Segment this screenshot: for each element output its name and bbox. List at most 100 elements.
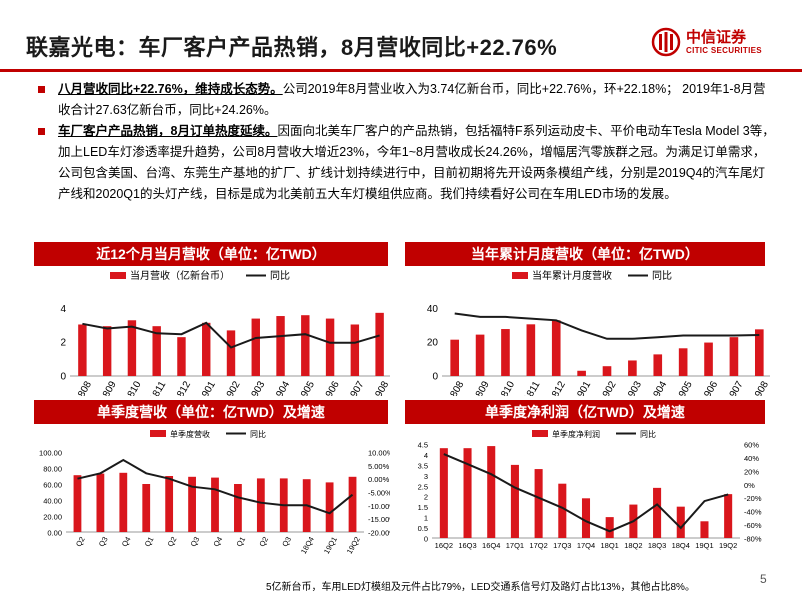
y-left-tick-label: 0 bbox=[424, 535, 428, 544]
chart-banner-quarterly-revenue: 单季度营收（单位：亿TWD）及增速 bbox=[34, 400, 388, 424]
bullet-text: 公司2019年8月营业收入为3.74亿新台币，同比+22.76%，环+22.18… bbox=[58, 82, 766, 117]
y-right-tick-label: 60% bbox=[744, 441, 759, 450]
y-right-tick-label: 5.00% bbox=[368, 462, 390, 471]
chart-bar bbox=[348, 476, 357, 532]
page-number: 5 bbox=[760, 572, 767, 586]
legend-label: 同比 bbox=[652, 270, 672, 282]
footnote: 5亿新台币，车用LED灯模组及元件占比79%，LED交通系信号灯及路灯占比13%… bbox=[266, 582, 695, 593]
y-right-tick-label: -20% bbox=[744, 494, 762, 503]
legend-label: 同比 bbox=[250, 429, 266, 439]
x-tick-label: 18Q2 bbox=[624, 541, 642, 550]
x-tick-label: Q3 bbox=[280, 535, 293, 548]
logo-text-en: CITIC SECURITIES bbox=[686, 46, 762, 55]
chart-bar bbox=[577, 370, 586, 376]
x-tick-label: 201905 bbox=[291, 379, 317, 396]
chart-bar bbox=[152, 326, 161, 376]
x-tick-label: Q2 bbox=[74, 535, 87, 548]
legend-label: 同比 bbox=[270, 270, 290, 282]
chart-svg: 当月营收（亿新台币）同比024-20%0%20%40%60%2018082018… bbox=[60, 269, 419, 414]
chart-banner-cumulative: 当年累计月度营收（单位：亿TWD） bbox=[405, 242, 765, 266]
bullet-highlight: 车厂客户产品热销，8月订单热度延续。 bbox=[58, 124, 278, 138]
x-tick-label: 18Q3 bbox=[648, 541, 666, 550]
chart-bar bbox=[602, 366, 612, 376]
y-left-tick-label: 1.5 bbox=[418, 503, 428, 512]
chart-bar bbox=[276, 316, 285, 376]
x-tick-label: 16Q2 bbox=[435, 541, 453, 550]
x-tick-label: Q1 bbox=[234, 535, 247, 548]
y-right-tick-label: -15.00% bbox=[368, 515, 390, 524]
chart-bar bbox=[754, 329, 764, 376]
logo-text-cn: 中信证券 bbox=[686, 29, 747, 46]
chart-bar bbox=[325, 482, 334, 532]
x-tick-label: 16Q4 bbox=[482, 541, 500, 550]
y-right-tick-label: 0.00% bbox=[368, 475, 390, 484]
chart-bar bbox=[127, 320, 137, 376]
x-tick-label: 18Q4 bbox=[299, 535, 316, 555]
chart-svg: 单季度净利润 同比 0 0.51 1.52 2.53 3.544.5 -80% -60% -40%… bbox=[418, 429, 762, 550]
chart-bar bbox=[211, 477, 219, 532]
y-left-tick-label: 2 bbox=[424, 493, 428, 502]
legend-label: 单季度营收 bbox=[170, 429, 210, 439]
bullet-square-icon bbox=[38, 86, 45, 93]
chart-bar bbox=[526, 324, 536, 376]
y-right-tick-label: 40% bbox=[744, 454, 759, 463]
y-left-tick-label: 40 bbox=[427, 304, 439, 315]
x-tick-label: 17Q1 bbox=[506, 541, 524, 550]
chart-bar bbox=[581, 498, 591, 538]
chart-bar bbox=[439, 448, 448, 538]
chart-bar bbox=[551, 320, 561, 376]
chart-bar bbox=[165, 476, 174, 532]
x-tick-label: 201906 bbox=[316, 379, 342, 396]
chart-monthly-revenue: 当月营收（亿新台币）同比024-20%0%20%40%60%2018082018… bbox=[30, 268, 419, 414]
x-tick-label: Q1 bbox=[143, 535, 156, 548]
y-right-tick-label: -80% bbox=[744, 535, 762, 544]
y-left-tick-label: 2.5 bbox=[418, 482, 428, 491]
x-tick-label: 201808 bbox=[440, 379, 466, 396]
citic-logo-icon bbox=[651, 27, 681, 57]
y-left-tick-label: 20.00 bbox=[43, 513, 62, 522]
legend-bar-swatch bbox=[110, 272, 126, 279]
x-tick-label: 201908 bbox=[365, 379, 390, 396]
y-left-tick-label: 4.5 bbox=[418, 441, 428, 450]
chart-bar bbox=[450, 339, 460, 376]
chart-bar bbox=[605, 517, 614, 538]
y-left-tick-label: 40.00 bbox=[43, 497, 62, 506]
x-tick-label: 201902 bbox=[216, 379, 242, 396]
chart-bar bbox=[350, 324, 360, 376]
bullet-square-icon bbox=[38, 128, 45, 135]
y-left-tick-label: 4 bbox=[60, 304, 66, 315]
chart-legend: 当月营收（亿新台币） 同比 bbox=[110, 269, 290, 282]
x-tick-label: Q4 bbox=[120, 535, 133, 548]
chart-bar bbox=[704, 342, 713, 376]
bullet-highlight: 八月营收同比+22.76%，维持成长态势。 bbox=[58, 82, 283, 96]
chart-bar bbox=[676, 506, 685, 538]
chart-banner-monthly: 近12个月当月营收（单位：亿TWD） bbox=[34, 242, 388, 266]
legend-label: 单季度净利润 bbox=[552, 429, 600, 439]
chart-series-line bbox=[454, 312, 760, 340]
y-right-tick-label: -10.00% bbox=[368, 502, 390, 511]
x-tick-label: 201906 bbox=[694, 379, 720, 396]
chart-series-line bbox=[77, 458, 354, 515]
chart-quarterly-revenue: 单季度营收 同比 0.00 20.00 40.00 60.00 80.00 100.00 -20… bbox=[30, 426, 396, 556]
legend-bar-swatch bbox=[150, 430, 166, 437]
x-tick-label: 201905 bbox=[669, 379, 695, 396]
x-tick-label: Q2 bbox=[166, 535, 179, 548]
x-tick-label: 201903 bbox=[618, 379, 644, 396]
x-tick-label: 201901 bbox=[567, 379, 593, 396]
x-tick-label: 201808 bbox=[68, 379, 94, 396]
chart-bar bbox=[724, 494, 733, 538]
chart-bar bbox=[325, 318, 335, 376]
bullet-text: 因面向北美车厂客户的产品热销，包括福特F系列运动皮卡、平价电动车Tesla Mo… bbox=[58, 124, 775, 201]
chart-bar bbox=[510, 464, 519, 538]
x-tick-label: 201811 bbox=[143, 379, 169, 396]
chart-legend: 单季度净利润 同比 bbox=[532, 429, 656, 439]
y-left-tick-label: 1 bbox=[424, 514, 428, 523]
x-tick-label: 201907 bbox=[340, 379, 366, 396]
x-tick-label: 201809 bbox=[93, 379, 119, 396]
y-left-tick-label: 3.5 bbox=[418, 461, 428, 470]
y-left-tick-label: 4 bbox=[424, 451, 428, 460]
chart-bar bbox=[177, 337, 186, 376]
x-tick-label: 201904 bbox=[266, 379, 292, 396]
chart-bar bbox=[729, 337, 739, 376]
